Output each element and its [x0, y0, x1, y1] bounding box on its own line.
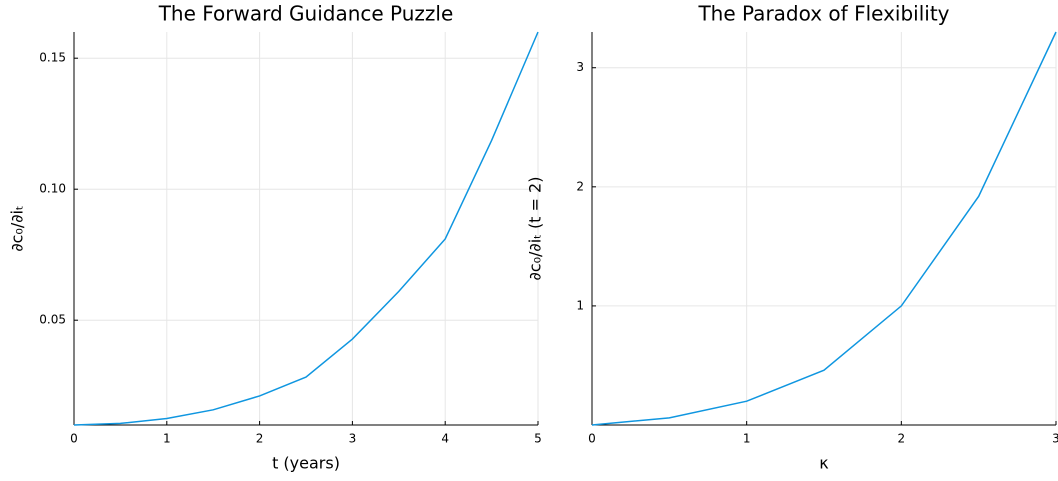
y-tick-label: 2 [576, 179, 584, 193]
chart-title: The Paradox of Flexibility [697, 2, 949, 26]
x-axis-label: t (years) [272, 454, 340, 473]
y-tick-label: 3 [576, 60, 584, 74]
y-tick-label: 0.10 [39, 182, 66, 196]
data-line [591, 31, 1057, 426]
x-tick-label: 2 [256, 432, 264, 446]
y-tick-label: 0.05 [39, 313, 66, 327]
x-tick-label: 0 [70, 432, 78, 446]
y-axis-label: ∂c₀/∂iₜ (t = 2) [526, 177, 545, 281]
y-tick-label: 1 [576, 298, 584, 312]
chart-title: The Forward Guidance Puzzle [158, 2, 454, 26]
y-tick-label: 0.15 [39, 51, 66, 65]
y-axis-label: ∂c₀/∂iₜ [8, 205, 27, 251]
x-tick-label: 0 [588, 432, 596, 446]
x-tick-label: 1 [163, 432, 171, 446]
x-tick-label: 3 [1052, 432, 1058, 446]
x-tick-label: 4 [441, 432, 449, 446]
x-tick-label: 5 [534, 432, 542, 446]
x-axis-label: κ [819, 454, 829, 473]
data-line [73, 31, 539, 426]
x-tick-label: 3 [349, 432, 357, 446]
x-tick-label: 2 [898, 432, 906, 446]
x-tick-label: 1 [743, 432, 751, 446]
